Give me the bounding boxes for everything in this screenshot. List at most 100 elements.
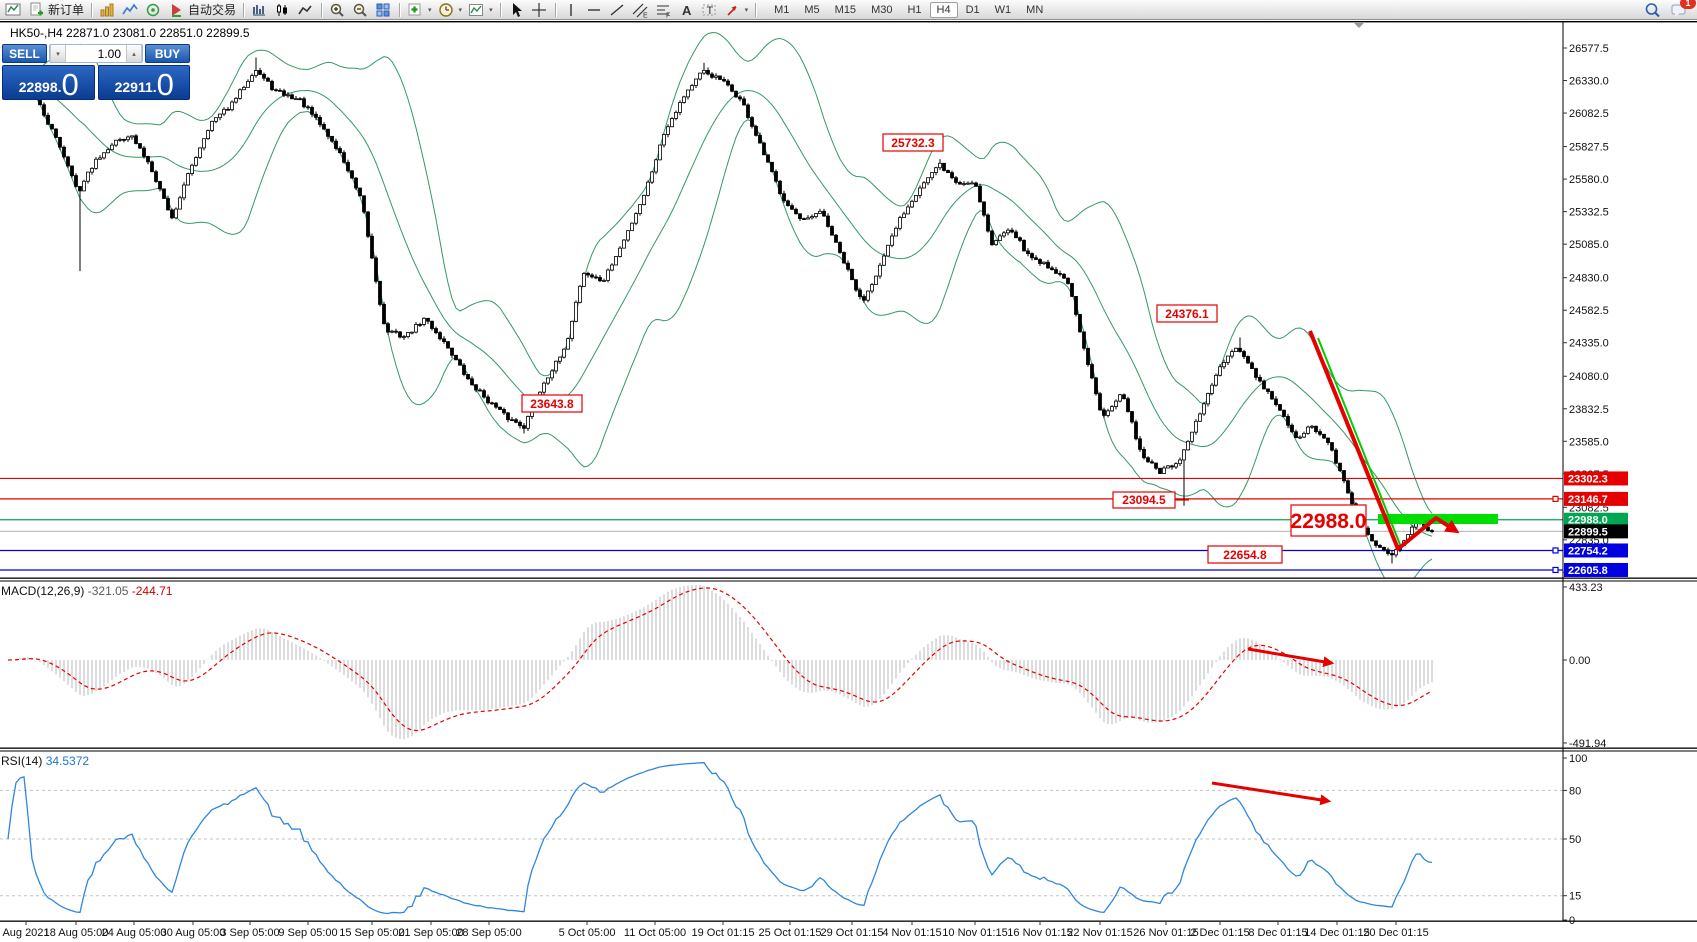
line-chart-button[interactable] <box>295 1 316 19</box>
search-button[interactable] <box>1642 1 1663 19</box>
svg-text:T: T <box>706 5 713 17</box>
timeframe-m15[interactable]: M15 <box>834 3 857 16</box>
svg-text:22754.2: 22754.2 <box>1568 545 1608 557</box>
tline-icon <box>610 3 624 16</box>
timeframe-h4[interactable]: H4 <box>929 1 958 18</box>
periods-button[interactable]: ▾ <box>436 1 465 19</box>
toolbar-right-group: 1 <box>1642 0 1696 19</box>
rsi-down-arrow[interactable] <box>1211 781 1332 806</box>
candles-icon <box>277 3 288 16</box>
time-tick-label: 21 Sep 05:00 <box>398 927 463 939</box>
auto-trading-button[interactable]: 自动交易 <box>166 1 238 19</box>
templates-button[interactable]: ▾ <box>466 1 495 19</box>
trendline-button[interactable] <box>607 1 628 19</box>
text-button[interactable]: A <box>676 1 697 19</box>
notifications-button[interactable]: 1 <box>1669 0 1696 19</box>
equidistant-channel-button[interactable]: E <box>630 1 651 19</box>
price-callout-23643.8[interactable]: 23643.8 <box>521 394 583 413</box>
cloudchart-icon <box>122 3 138 14</box>
timeframe-w1[interactable]: W1 <box>994 3 1012 16</box>
timeframe-d1[interactable]: D1 <box>965 3 980 16</box>
scale-badge-22754.2: 22754.2 <box>1552 543 1628 558</box>
tile-windows-button[interactable] <box>373 1 394 19</box>
time-tick-label: 5 Oct 05:00 <box>559 927 616 939</box>
market-watch-button[interactable] <box>120 1 141 19</box>
zoom-out-button[interactable] <box>350 1 371 19</box>
timeframe-m1[interactable]: M1 <box>774 3 790 16</box>
svg-text:A: A <box>682 3 692 18</box>
price-callout-23094.5[interactable]: 23094.5 <box>1112 491 1189 509</box>
textA-icon: A <box>682 3 692 18</box>
price-tick-label: 24582.5 <box>1569 305 1609 317</box>
sell-button[interactable]: SELL <box>2 44 47 63</box>
arrows-button[interactable]: ▾ <box>722 1 751 19</box>
chart-shift-marker[interactable] <box>1353 22 1365 28</box>
buy-price[interactable]: 22911. 0 <box>97 65 190 102</box>
autotrade-icon <box>172 3 182 17</box>
price-tick-label: 23082.5 <box>1569 502 1609 514</box>
timeframe-m30[interactable]: M30 <box>871 3 893 16</box>
zoom-in-button[interactable] <box>327 1 348 19</box>
volume-increment-button[interactable]: ▴ <box>126 45 142 62</box>
arrows-icon <box>727 5 737 16</box>
timeframe-h1[interactable]: H1 <box>907 3 922 16</box>
one-click-trading-panel: SELL ▾ ▴ BUY 22898.0 22911.0 <box>2 44 190 100</box>
chart-ohlc-title: HK50-,H4 22871.0 23081.0 22851.0 22899.5 <box>10 26 250 40</box>
macd-separator[interactable] <box>0 577 1697 582</box>
price-callout-25732.3[interactable]: 25732.3 <box>882 133 944 152</box>
svg-text:22654.8: 22654.8 <box>1223 548 1267 562</box>
time-tick-label: 18 Aug 05:00 <box>44 927 109 939</box>
rsi-separator[interactable] <box>0 747 1697 752</box>
cursor-button[interactable] <box>506 1 527 19</box>
svg-text:E: E <box>643 12 648 18</box>
chevron-down-icon: ▾ <box>489 6 493 14</box>
red-trend-arrow[interactable] <box>1308 330 1460 551</box>
crosshair-button[interactable] <box>529 1 550 19</box>
timeframe-mn[interactable]: MN <box>1026 3 1044 16</box>
scale-badge-23146.7: 23146.7 <box>1552 491 1628 506</box>
price-callout-22654.8[interactable]: 22654.8 <box>1207 545 1283 564</box>
vertical-line-button[interactable] <box>561 1 582 19</box>
signals-button[interactable] <box>143 1 164 19</box>
bar-chart-button[interactable] <box>249 1 270 19</box>
time-tick-label: 14 Dec 01:15 <box>1304 927 1369 939</box>
buy-button[interactable]: BUY <box>145 44 190 63</box>
svg-text:22988.0: 22988.0 <box>1291 510 1367 533</box>
macd-down-arrow[interactable] <box>1247 647 1335 668</box>
chevron-down-icon: ▾ <box>458 6 463 14</box>
price-callout-22988.0[interactable]: 22988.0 <box>1290 504 1367 537</box>
price-callout-24376.1[interactable]: 24376.1 <box>1156 304 1218 323</box>
svg-text:25732.3: 25732.3 <box>891 136 935 150</box>
app-icon[interactable] <box>3 1 24 19</box>
chart-canvas[interactable]: 25732.3 24376.1 23643.8 23094.5 22988.0 22654… <box>0 20 1697 942</box>
signal-icon <box>146 3 160 16</box>
new-order-button[interactable]: 新订单 <box>26 1 86 19</box>
horizontal-line-button[interactable] <box>584 1 605 19</box>
charts-button[interactable] <box>97 1 118 19</box>
candlestick-chart-button[interactable] <box>272 1 293 19</box>
price-tick-label: 25580.0 <box>1569 174 1609 186</box>
time-tick-label: 19 Oct 01:15 <box>692 927 755 939</box>
toolbar-separator <box>755 2 757 17</box>
sell-price[interactable]: 22898. 0 <box>2 65 95 100</box>
time-tick-label: 4 Nov 01:15 <box>882 927 941 939</box>
volume-decrement-button[interactable]: ▾ <box>50 45 66 62</box>
svg-text:22899.5: 22899.5 <box>1568 526 1608 538</box>
indicators-button[interactable]: ▾ <box>405 1 434 19</box>
macd-tick-label: 433.23 <box>1569 582 1603 594</box>
volume-input[interactable] <box>66 45 126 62</box>
timeframe-m5[interactable]: M5 <box>804 3 820 16</box>
text-label-button[interactable]: T <box>699 1 720 19</box>
price-tick-label: 24335.0 <box>1569 338 1609 350</box>
macd-tick-label: -491.94 <box>1569 738 1606 750</box>
price-axis[interactable]: 26577.5 26330.0 26082.5 25827.5 25580.0 25332… <box>1552 22 1628 927</box>
fibonacci-button[interactable]: F <box>653 1 674 19</box>
scale-badge-22605.8: 22605.8 <box>1552 562 1628 577</box>
svg-text:F: F <box>666 12 670 18</box>
buy-price-big-digit: 0 <box>156 67 174 102</box>
rsi-tick-label: 100 <box>1569 753 1587 765</box>
scale-badge-22899.5: 22899.5 <box>1564 524 1628 539</box>
time-tick-label: Aug 2021 <box>2 927 49 939</box>
